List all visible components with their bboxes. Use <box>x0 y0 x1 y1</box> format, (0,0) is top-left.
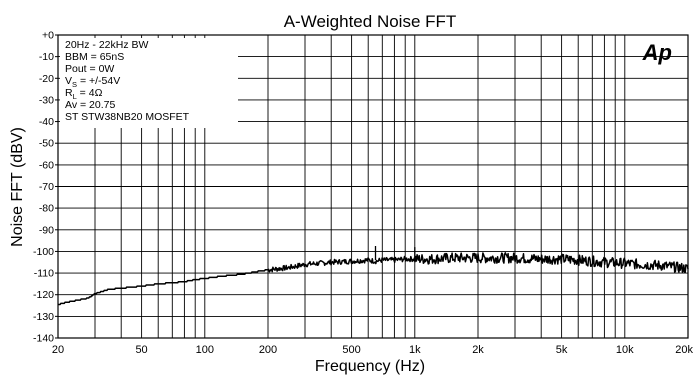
annotation-line: Pout = 0W <box>65 63 114 75</box>
annotation-line: ST STW38NB20 MOSFET <box>65 111 190 123</box>
y-tick-label: -40 <box>39 116 54 128</box>
x-tick-label: 2k <box>472 344 484 356</box>
x-tick-label: 5k <box>556 344 568 356</box>
y-tick-label: -50 <box>39 138 54 150</box>
x-tick-label: 500 <box>342 344 360 356</box>
ap-logo: Ap <box>642 40 672 65</box>
y-tick-label: -100 <box>33 246 54 258</box>
y-tick-label: -30 <box>39 94 54 106</box>
y-tick-label: -140 <box>33 333 54 345</box>
annotation-line: VS = +/-54V <box>65 75 120 89</box>
annotation-line: RL = 4Ω <box>65 87 103 101</box>
y-tick-label: -20 <box>39 73 54 85</box>
y-tick-label: -60 <box>39 159 54 171</box>
annotation-background <box>60 38 238 128</box>
annotation-line: Av = 20.75 <box>65 99 115 111</box>
x-tick-label: 20 <box>52 344 64 356</box>
y-tick-label: +0 <box>42 30 54 42</box>
y-tick-label: -80 <box>39 203 54 215</box>
y-tick-label: -90 <box>39 224 54 236</box>
x-tick-label: 100 <box>196 344 214 356</box>
y-tick-label: -10 <box>39 51 54 63</box>
y-tick-label: -130 <box>33 311 54 323</box>
series-line <box>57 252 689 306</box>
series-layer <box>57 246 689 306</box>
annotation-line: 20Hz - 22kHz BW <box>65 39 149 51</box>
x-tick-label: 1k <box>409 344 421 356</box>
x-tick-label: 200 <box>259 344 277 356</box>
x-axis-label: Frequency (Hz) <box>315 358 425 375</box>
annotation-line: BBM = 65nS <box>65 51 124 63</box>
plot-frame <box>57 34 689 339</box>
x-tick-label: 10k <box>616 344 634 356</box>
y-tick-label: -70 <box>39 181 54 193</box>
x-tick-label: 20k <box>675 344 693 356</box>
x-axis-ticks: 20 50 100 200 500 1k 2k 5k 10k 20k <box>52 344 693 356</box>
y-tick-label: -120 <box>33 289 54 301</box>
chart-title: A-Weighted Noise FFT <box>284 12 457 31</box>
x-tick-label: 50 <box>135 344 147 356</box>
y-tick-label: -110 <box>34 268 54 280</box>
y-axis-ticks: +0 -10 -20 -30 -40 -50 -60 -70 -80 -90 -100 -110 -12… <box>33 30 58 345</box>
y-axis-label: Noise FFT (dBV) <box>9 127 26 247</box>
